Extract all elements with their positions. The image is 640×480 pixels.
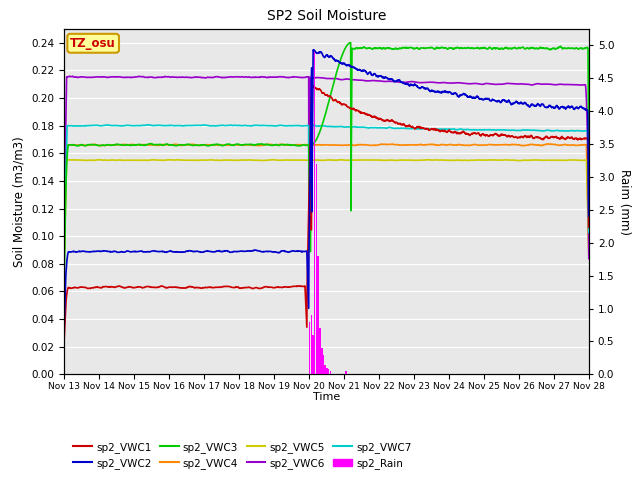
sp2_VWC1 bbox=[316, 86, 323, 92]
sp2_VWC1 bbox=[585, 224, 593, 230]
sp2_VWC6 bbox=[316, 75, 323, 81]
sp2_VWC3 bbox=[570, 46, 577, 51]
sp2_VWC5 bbox=[570, 157, 577, 163]
sp2_VWC1 bbox=[60, 340, 68, 346]
sp2_VWC5 bbox=[570, 157, 578, 163]
sp2_VWC6 bbox=[474, 81, 481, 86]
sp2_VWC2 bbox=[570, 106, 578, 112]
sp2_VWC4 bbox=[545, 141, 552, 147]
sp2_VWC3 bbox=[60, 289, 68, 295]
sp2_VWC5 bbox=[60, 264, 68, 270]
sp2_VWC4 bbox=[585, 245, 593, 251]
Line: sp2_VWC6: sp2_VWC6 bbox=[64, 76, 589, 259]
Y-axis label: Soil Moisture (m3/m3): Soil Moisture (m3/m3) bbox=[13, 136, 26, 267]
sp2_VWC3 bbox=[347, 40, 355, 46]
X-axis label: Time: Time bbox=[313, 393, 340, 402]
sp2_VWC3 bbox=[570, 46, 578, 51]
sp2_VWC1 bbox=[570, 136, 577, 142]
sp2_VWC6 bbox=[585, 256, 593, 262]
sp2_VWC2 bbox=[310, 47, 318, 53]
sp2_VWC5 bbox=[301, 157, 309, 163]
sp2_VWC6 bbox=[87, 74, 95, 80]
sp2_VWC5 bbox=[474, 157, 481, 163]
Y-axis label: Raim (mm): Raim (mm) bbox=[618, 168, 631, 235]
sp2_VWC5 bbox=[585, 253, 593, 259]
sp2_VWC5 bbox=[424, 157, 432, 163]
sp2_VWC1 bbox=[301, 289, 309, 295]
sp2_VWC4 bbox=[570, 142, 577, 148]
Line: sp2_VWC1: sp2_VWC1 bbox=[64, 86, 589, 343]
sp2_VWC7 bbox=[570, 128, 578, 134]
sp2_VWC4 bbox=[301, 142, 309, 147]
Line: sp2_VWC3: sp2_VWC3 bbox=[64, 43, 589, 292]
sp2_VWC2 bbox=[570, 106, 577, 111]
Legend: sp2_VWC1, sp2_VWC2, sp2_VWC3, sp2_VWC4, sp2_VWC5, sp2_VWC6, sp2_VWC7, sp2_Rain: sp2_VWC1, sp2_VWC2, sp2_VWC3, sp2_VWC4, … bbox=[69, 437, 416, 473]
sp2_VWC3 bbox=[316, 131, 323, 136]
sp2_VWC1 bbox=[474, 131, 481, 136]
sp2_VWC2 bbox=[474, 94, 481, 99]
sp2_VWC7 bbox=[301, 123, 309, 129]
sp2_VWC6 bbox=[570, 82, 578, 87]
sp2_VWC1 bbox=[570, 136, 578, 142]
Line: sp2_VWC7: sp2_VWC7 bbox=[64, 125, 589, 250]
sp2_VWC7 bbox=[474, 127, 481, 133]
sp2_VWC3 bbox=[585, 168, 593, 174]
sp2_VWC6 bbox=[60, 223, 68, 228]
sp2_VWC7 bbox=[87, 123, 95, 129]
Line: sp2_VWC5: sp2_VWC5 bbox=[64, 160, 589, 267]
sp2_VWC4 bbox=[570, 143, 578, 148]
sp2_VWC4 bbox=[60, 257, 68, 263]
sp2_VWC5 bbox=[87, 157, 95, 163]
sp2_VWC7 bbox=[60, 242, 68, 248]
sp2_VWC7 bbox=[316, 123, 324, 129]
sp2_VWC2 bbox=[585, 213, 593, 219]
Title: SP2 Soil Moisture: SP2 Soil Moisture bbox=[267, 10, 386, 24]
sp2_VWC1 bbox=[87, 285, 95, 291]
sp2_VWC2 bbox=[87, 249, 95, 255]
sp2_VWC5 bbox=[316, 157, 323, 163]
sp2_VWC4 bbox=[316, 142, 323, 148]
sp2_VWC6 bbox=[301, 74, 309, 80]
sp2_VWC7 bbox=[305, 247, 313, 253]
sp2_VWC2 bbox=[316, 49, 323, 55]
Line: sp2_VWC2: sp2_VWC2 bbox=[64, 50, 589, 331]
sp2_VWC3 bbox=[301, 143, 309, 148]
sp2_VWC7 bbox=[570, 128, 578, 134]
sp2_VWC6 bbox=[69, 73, 77, 79]
sp2_VWC2 bbox=[301, 249, 309, 254]
sp2_VWC6 bbox=[570, 82, 577, 87]
Text: TZ_osu: TZ_osu bbox=[70, 37, 116, 50]
sp2_VWC2 bbox=[60, 328, 68, 334]
sp2_VWC7 bbox=[143, 122, 151, 128]
sp2_VWC4 bbox=[474, 142, 481, 148]
sp2_VWC3 bbox=[87, 142, 95, 147]
Line: sp2_VWC4: sp2_VWC4 bbox=[64, 144, 589, 260]
sp2_VWC1 bbox=[309, 83, 317, 89]
sp2_VWC7 bbox=[585, 229, 593, 235]
sp2_VWC4 bbox=[87, 142, 95, 147]
sp2_VWC3 bbox=[474, 45, 481, 51]
